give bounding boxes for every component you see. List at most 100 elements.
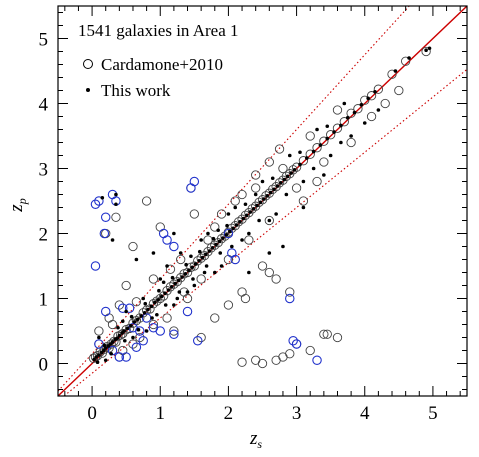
point-cardamone-35: [193, 256, 203, 266]
point-this-work-60: [282, 177, 287, 182]
point-cardamone-96: [305, 131, 315, 141]
point-cardamone-123: [223, 300, 234, 310]
point-this-work-16: [132, 320, 137, 324]
point-this-work-141: [102, 343, 107, 348]
point-this-work-42: [221, 236, 225, 240]
point-this-work-139: [376, 108, 381, 112]
point-outlier-35: [138, 335, 148, 346]
data-points: [88, 46, 432, 369]
point-cardamone-145: [128, 339, 138, 349]
point-this-work-143: [116, 325, 120, 330]
axis-ticks: [58, 6, 467, 396]
x-tick-label-5: 5: [428, 403, 438, 424]
x-tick-label-2: 2: [224, 403, 234, 424]
x-axis-label: zs: [249, 428, 262, 451]
point-cardamone-94: [278, 163, 288, 174]
point-outlier-9: [114, 352, 125, 362]
point-cardamone-67: [312, 143, 322, 153]
point-cardamone-75: [366, 91, 377, 101]
point-cardamone-95: [291, 183, 302, 193]
point-this-work-129: [339, 140, 343, 145]
point-this-work-30: [180, 275, 184, 279]
point-this-work-122: [243, 202, 248, 207]
point-cardamone-68: [319, 136, 329, 146]
point-this-work-85: [158, 277, 163, 281]
point-this-work-62: [289, 171, 293, 175]
point-this-work-65: [305, 156, 309, 160]
reference-line-upper-bound: [58, 6, 410, 392]
point-cardamone-45: [227, 223, 237, 233]
point-cardamone-118: [322, 329, 332, 339]
point-this-work-98: [328, 153, 333, 158]
point-this-work-52: [255, 203, 259, 208]
point-cardamone-131: [264, 267, 274, 278]
point-cardamone-146: [131, 297, 142, 307]
point-this-work-78: [424, 48, 428, 52]
point-cardamone-99: [346, 137, 356, 148]
point-this-work-96: [301, 179, 306, 184]
point-this-work-89: [206, 231, 210, 236]
point-cardamone-53: [254, 197, 264, 207]
point-this-work-13: [122, 329, 126, 333]
point-cardamone-93: [264, 215, 274, 226]
point-cardamone-47: [233, 217, 244, 227]
point-this-work-56: [268, 190, 273, 195]
y-axis-label: zp: [6, 198, 29, 212]
point-this-work-135: [301, 205, 306, 210]
point-this-work-32: [187, 268, 191, 273]
point-this-work-86: [172, 303, 176, 307]
point-this-work-76: [393, 69, 398, 73]
y-tick-label-1: 1: [39, 290, 49, 311]
chart-annotation: 1541 galaxies in Area 1: [78, 21, 239, 40]
point-outlier-10: [124, 303, 135, 313]
point-cardamone-57: [268, 184, 278, 194]
point-cardamone-1: [90, 352, 101, 362]
point-cardamone-138: [216, 209, 227, 219]
point-cardamone-132: [298, 196, 309, 206]
plot-frame: [57, 5, 468, 397]
point-this-work-44: [227, 229, 232, 234]
point-this-work-130: [151, 251, 156, 255]
point-outlier-5: [99, 228, 110, 239]
point-cardamone-79: [421, 46, 431, 57]
point-outlier-22: [169, 241, 179, 252]
point-outlier-0: [90, 199, 101, 210]
point-this-work-155: [197, 249, 202, 254]
point-this-work-132: [247, 270, 251, 275]
point-this-work-53: [258, 200, 263, 205]
point-cardamone-125: [94, 326, 104, 336]
point-cardamone-23: [152, 296, 162, 306]
point-this-work-48: [241, 216, 246, 221]
point-cardamone-119: [332, 332, 343, 343]
point-cardamone-104: [121, 280, 131, 291]
point-outlier-31: [312, 355, 322, 365]
point-this-work-38: [207, 249, 212, 253]
point-cardamone-83: [148, 274, 159, 284]
point-this-work-110: [97, 335, 101, 340]
point-this-work-99: [342, 101, 347, 106]
point-cardamone-98: [332, 105, 343, 115]
point-cardamone-148: [165, 264, 176, 274]
point-this-work-40: [214, 242, 218, 247]
y-tick-labels: 0 1 2 3 4 5: [39, 30, 49, 376]
point-this-work-2: [97, 353, 101, 357]
point-cardamone-141: [264, 157, 274, 167]
point-cardamone-101: [141, 196, 152, 206]
point-this-work-15: [129, 324, 133, 328]
x-tick-label-1: 1: [156, 403, 166, 424]
point-cardamone-88: [210, 222, 220, 232]
point-this-work-45: [231, 226, 235, 231]
point-this-work-18: [139, 314, 143, 318]
point-cardamone-61: [281, 171, 292, 181]
point-this-work-95: [287, 153, 292, 158]
point-this-work-145: [129, 314, 134, 319]
point-cardamone-112: [271, 355, 281, 365]
point-cardamone-133: [312, 176, 322, 187]
point-this-work-33: [190, 265, 195, 270]
point-this-work-119: [202, 270, 207, 275]
point-this-work-31: [183, 272, 188, 276]
point-this-work-128: [325, 124, 330, 129]
point-this-work-0: [92, 357, 96, 362]
point-this-work-19: [142, 311, 147, 315]
